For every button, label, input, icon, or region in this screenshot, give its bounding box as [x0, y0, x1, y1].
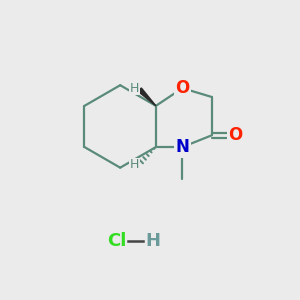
Text: H: H	[146, 232, 160, 250]
Text: H: H	[130, 158, 139, 171]
Text: N: N	[176, 138, 189, 156]
Text: O: O	[228, 126, 242, 144]
Polygon shape	[138, 88, 156, 106]
Text: H: H	[130, 82, 139, 95]
Text: O: O	[175, 79, 190, 97]
Text: Cl: Cl	[107, 232, 126, 250]
